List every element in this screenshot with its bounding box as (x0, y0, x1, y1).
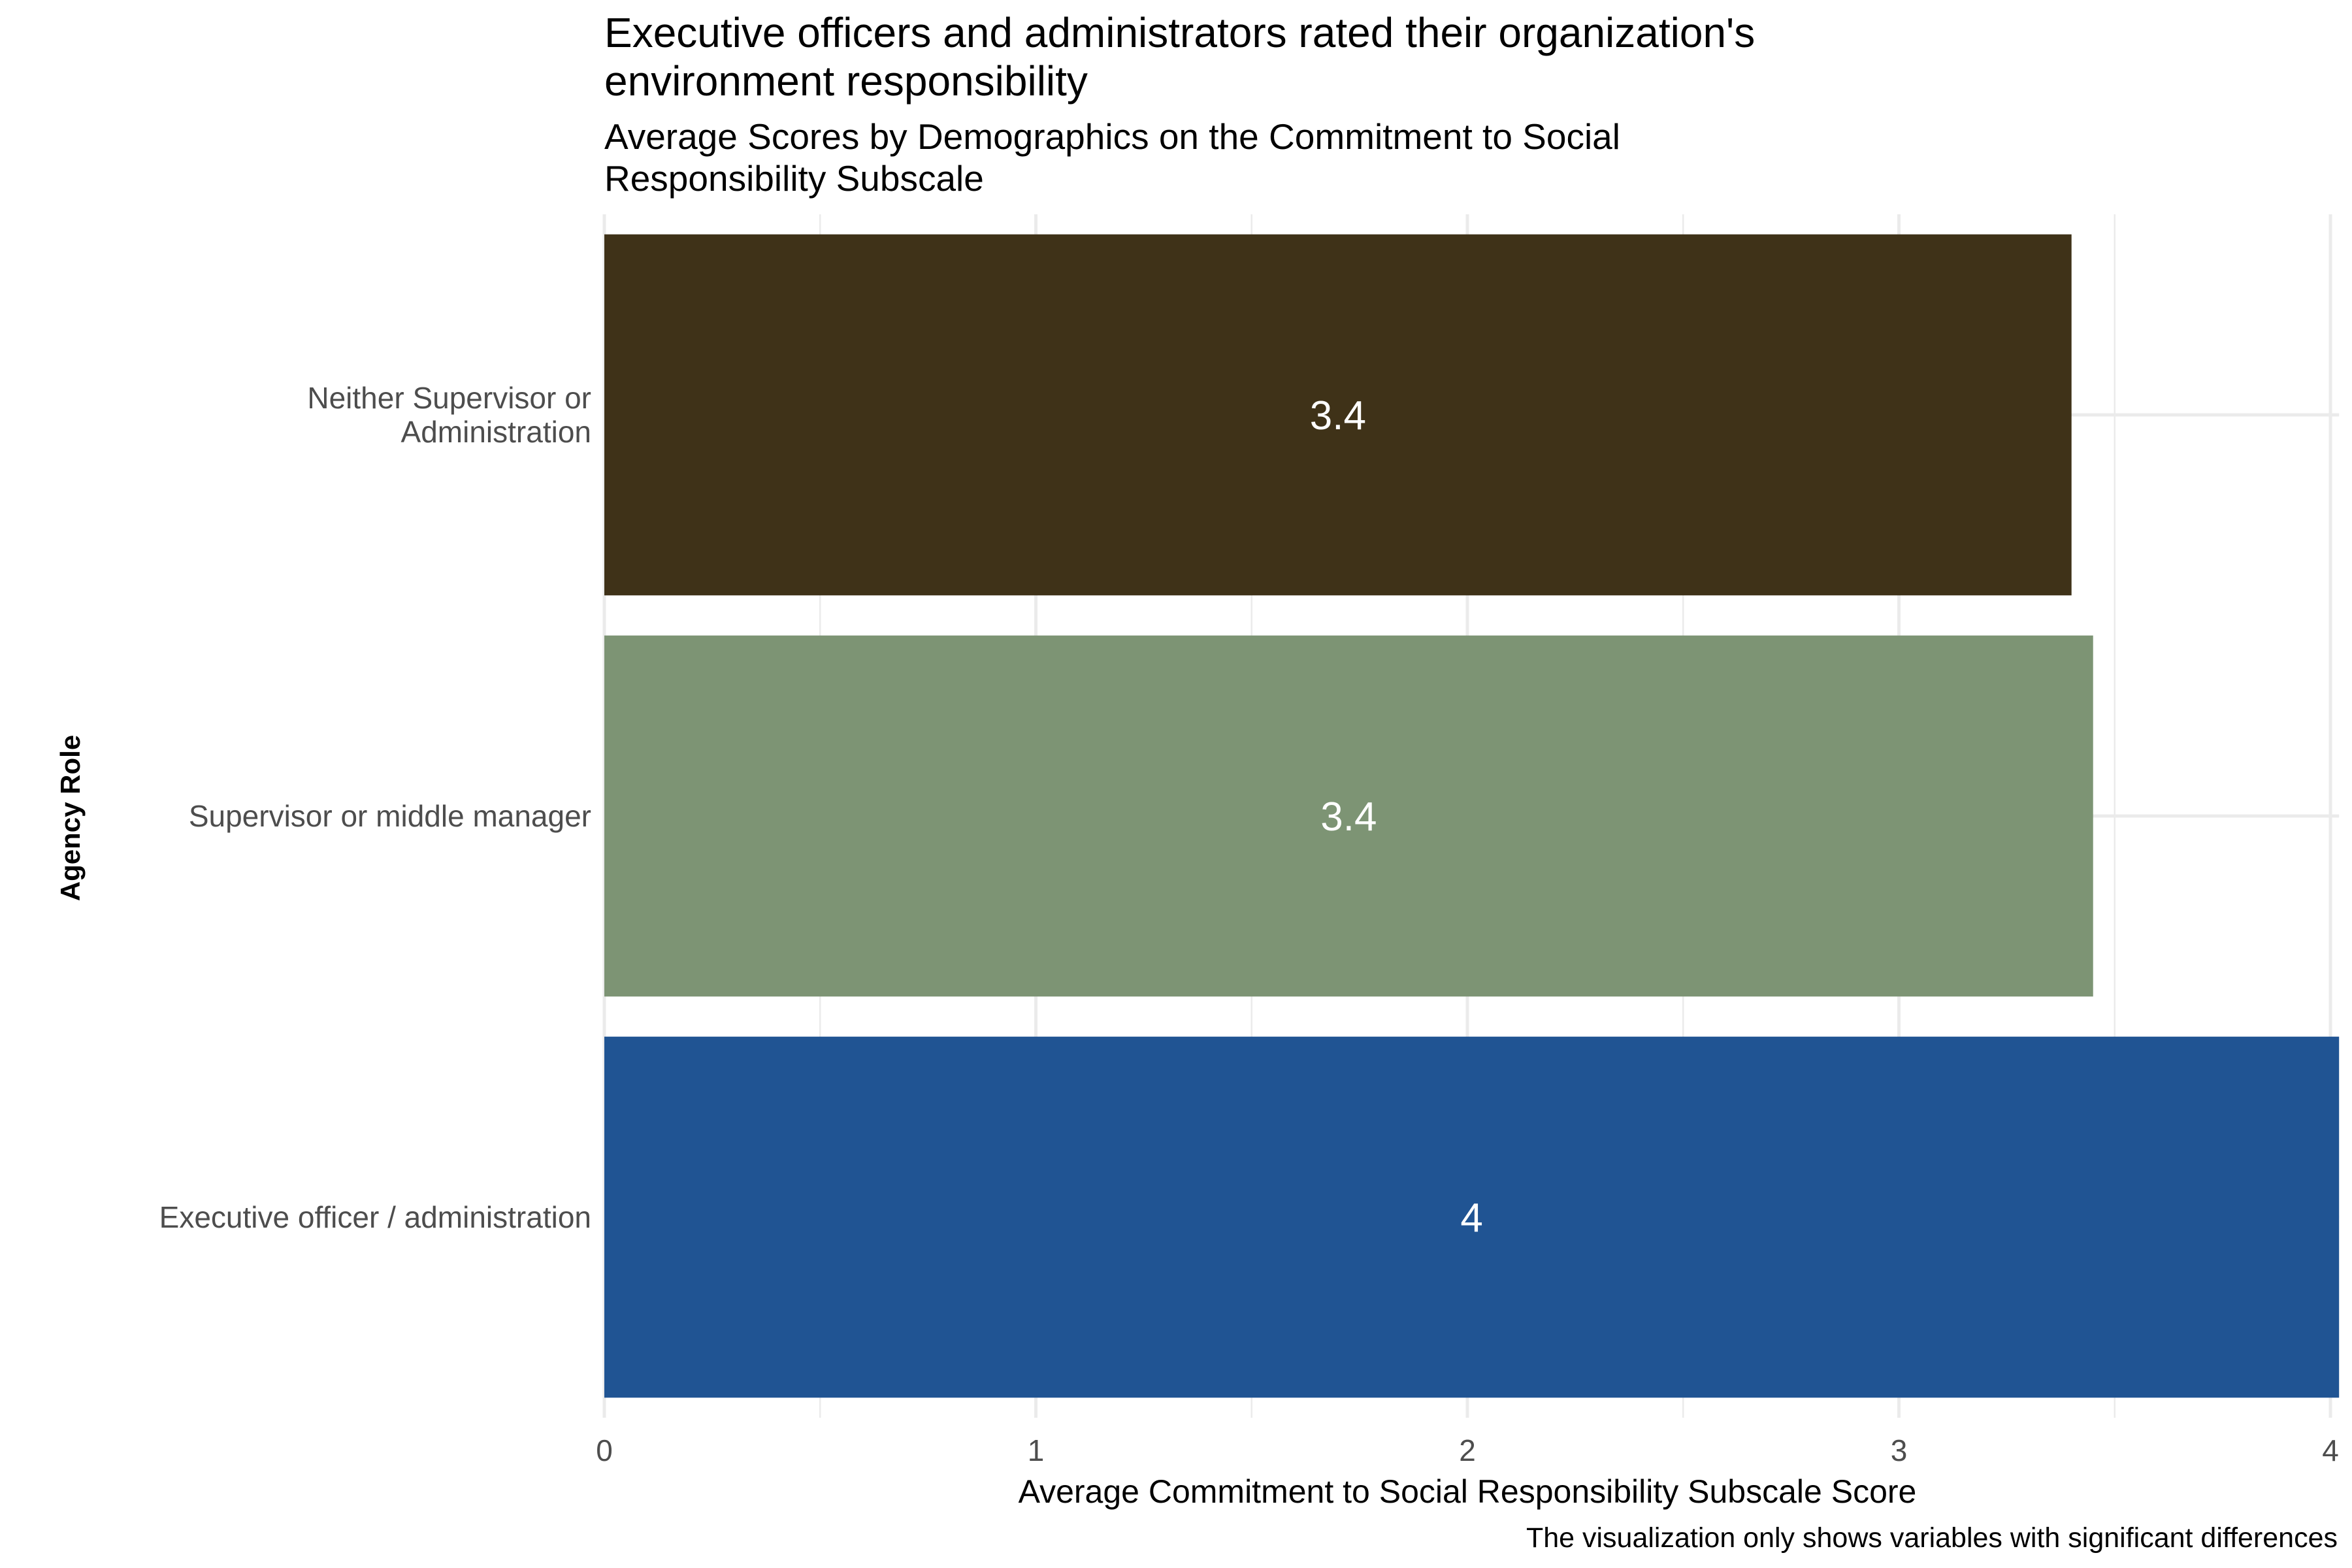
y-tick-label: Supervisor or middle manager (189, 799, 591, 833)
bar-data-label: 3.4 (1310, 393, 1366, 438)
bar-data-label: 3.4 (1320, 794, 1377, 840)
bar (604, 635, 2093, 997)
x-tick-label: 2 (1459, 1433, 1476, 1467)
y-axis-title: Agency Role (55, 735, 86, 901)
bars: 3.4 3.4 4 (604, 234, 2340, 1398)
x-tick-label: 1 (1028, 1433, 1045, 1467)
bar-data-label: 4 (1460, 1196, 1482, 1241)
x-axis-title: Average Commitment to Social Responsibil… (1019, 1473, 1917, 1510)
x-tick-label: 3 (1891, 1433, 1908, 1467)
chart-subtitle-line-1: Average Scores by Demographics on the Co… (604, 116, 1620, 157)
x-tick-label: 0 (596, 1433, 613, 1467)
y-tick-label: Administration (401, 415, 591, 449)
y-tick-label: Executive officer / administration (159, 1200, 591, 1234)
x-tick-label: 4 (2322, 1433, 2339, 1467)
chart-subtitle-line-2: Responsibility Subscale (604, 158, 984, 199)
chart-title-line-2: environment responsibility (604, 57, 1088, 105)
y-tick-label: Neither Supervisor or (307, 381, 591, 415)
bar (604, 234, 2072, 596)
bar (604, 1036, 2340, 1398)
chart-title-line-1: Executive officers and administrators ra… (604, 9, 1755, 56)
x-axis-ticks: 0 1 2 3 4 (596, 1433, 2339, 1467)
chart-caption: The visualization only shows variables w… (1526, 1522, 2338, 1554)
